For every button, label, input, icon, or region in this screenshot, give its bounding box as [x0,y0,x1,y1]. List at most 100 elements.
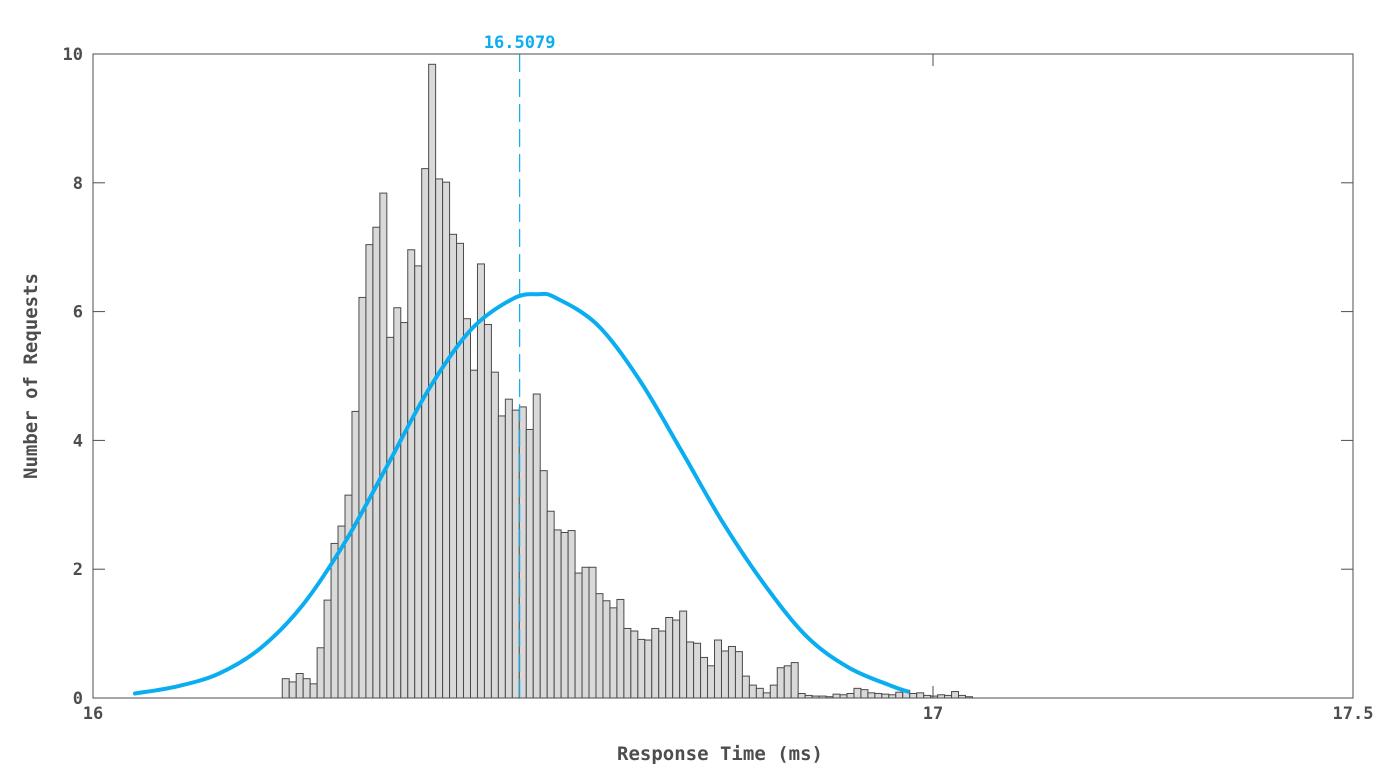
histogram-bar [783,665,792,699]
histogram-bar [616,598,625,699]
histogram-bar [867,692,876,699]
y-axis-label: Number of Requests [20,273,42,479]
histogram-bar [714,639,722,699]
histogram-bar [330,542,339,699]
histogram-bar [720,650,729,699]
histogram-bar [651,627,660,699]
histogram-bar [693,642,702,699]
histogram-bar [456,242,465,699]
histogram-bar [623,627,632,699]
histogram-bar [365,244,374,699]
histogram-bar [574,572,583,699]
histogram-bar [414,265,423,699]
histogram-bar [393,307,402,699]
histogram-bar [372,226,381,699]
histogram-bar [588,566,597,699]
histogram-bar [400,322,409,699]
histogram-bar [435,178,444,699]
y-tick-label: 8 [73,174,83,194]
histogram-bar [665,617,674,699]
histogram-bar [881,693,890,699]
histogram-bar [525,428,534,699]
histogram-bar [686,641,695,699]
histogram-bar [832,693,841,699]
histogram-bar [463,318,471,699]
histogram-bar [741,675,750,699]
histogram-bar [707,665,716,699]
histogram-bar [358,296,367,699]
histogram-bar [679,610,688,699]
histogram-bar [909,692,918,699]
y-tick-label: 0 [73,689,83,709]
histogram-bar [762,692,771,699]
histogram-bar [407,249,416,699]
x-axis-ticks: 16 17 17.5 [83,54,1374,724]
histogram-bar [874,692,883,699]
histogram-bar [470,369,478,699]
y-tick-label: 6 [73,303,83,323]
histogram-bar [490,371,499,699]
histogram-bar [302,678,311,699]
histogram-bar [309,683,318,699]
histogram-bar [776,667,785,699]
histogram-bar [497,415,506,699]
histogram-bar [421,168,430,699]
histogram-bar [316,647,325,699]
histogram-bar [853,687,862,699]
histogram-bar [700,656,709,699]
histogram-bar [846,692,855,699]
histogram-bar [476,263,485,699]
histogram-bar [288,681,297,699]
histogram-bar [755,687,764,699]
histogram-bar [351,410,360,699]
fit-curve-line [133,291,910,696]
histogram-bar [442,181,451,699]
histogram-bar [658,630,667,699]
histogram-bar [595,593,604,699]
histogram-bar [504,398,513,699]
x-tick-label: 17 [923,704,943,724]
histogram-bar [860,689,869,699]
histogram-bar [386,336,395,699]
histogram-bar [532,393,541,699]
x-tick-label: 16 [83,704,103,724]
histogram-bar [449,233,458,699]
histogram-bar [511,409,520,699]
histogram-bar [553,529,562,699]
histogram-bar [644,639,653,699]
histogram-bar [916,692,925,699]
histogram-bar [734,651,743,699]
y-tick-label: 2 [73,560,83,580]
histogram-bar [379,192,388,699]
histogram-bar [769,684,778,699]
histogram-bar [323,599,332,699]
y-axis-ticks: 0 2 4 6 8 10 [63,45,1353,709]
histogram-bar [748,684,757,699]
histogram-bar [539,470,548,699]
histogram-bar [546,510,555,699]
histogram-bar [727,645,736,699]
histogram-bar [281,678,290,699]
histogram-bar [790,662,799,699]
histogram-bar [951,691,960,699]
x-axis-label: Response Time (ms) [617,743,823,765]
histogram-bar [567,530,576,699]
histogram-bar [518,406,527,699]
y-tick-label: 4 [73,431,83,451]
histogram-bar [630,630,639,699]
x-tick-label: 17.5 [1333,704,1374,724]
histogram-bar [581,566,590,699]
histogram-bar [895,691,904,699]
mean-label: 16.5079 [484,33,556,53]
histogram-bar [637,638,646,699]
plot-frame [92,53,1354,699]
histogram-bar [602,600,611,699]
histogram-bar [672,619,681,699]
histogram-bar [295,673,304,699]
histogram-bars [281,63,973,699]
histogram-bar [483,323,492,699]
y-tick-label: 10 [63,45,83,65]
histogram-bar [344,494,353,699]
histogram-bar [797,692,806,699]
